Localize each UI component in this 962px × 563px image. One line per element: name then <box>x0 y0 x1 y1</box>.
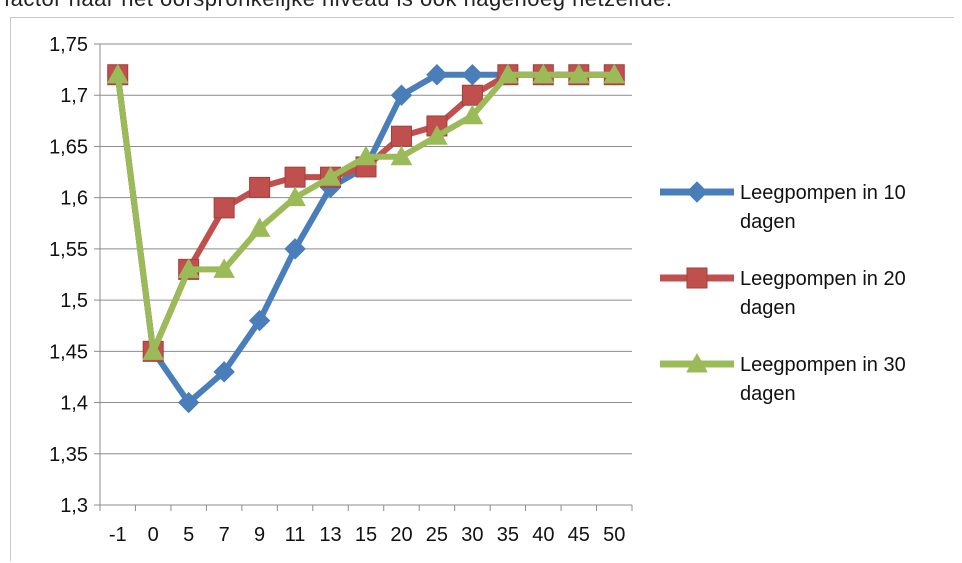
y-tick-label: 1,4 <box>60 393 88 415</box>
intro-text: factor naar het oorspronkelijke niveau i… <box>4 0 672 12</box>
legend-label-line2: dagen <box>740 383 796 405</box>
x-tick-label: 9 <box>254 524 265 546</box>
series-3 <box>106 63 626 360</box>
data-point-diamond <box>248 309 271 332</box>
data-point-square <box>213 197 235 219</box>
y-tick-label: 1,55 <box>49 239 88 261</box>
data-point-square <box>686 267 708 289</box>
legend-item-1: Leegpompen in 10 dagen <box>660 181 906 233</box>
data-point-triangle <box>142 340 165 360</box>
series-line <box>114 71 615 406</box>
x-tick-label: 45 <box>568 524 590 546</box>
x-tick-label: 35 <box>497 524 519 546</box>
legend-label-line1: Leegpompen in 20 <box>740 268 906 290</box>
data-point-triangle <box>686 352 708 373</box>
legend-label-line2: dagen <box>740 297 796 319</box>
series-group <box>106 63 626 414</box>
x-tick-label: 30 <box>461 524 483 546</box>
legend-item-3: Leegpompen in 30 dagen <box>660 352 906 405</box>
series-line <box>114 71 615 355</box>
x-tick-label: 20 <box>390 524 412 546</box>
axes: 1,3 1,35 1,4 1,45 1,5 1,55 1,6 1,65 1,7 1,75 -1 0 5 7… <box>49 34 633 546</box>
data-point-triangle <box>532 63 555 84</box>
legend-label-line1: Leegpompen in 30 <box>740 354 906 376</box>
data-point-diamond <box>213 361 235 383</box>
data-point-triangle <box>497 63 519 84</box>
data-point-triangle <box>603 63 626 84</box>
series-line <box>114 71 615 355</box>
data-point-square <box>461 84 483 106</box>
y-tick-label: 1,5 <box>60 290 88 312</box>
data-point-square <box>249 176 271 198</box>
data-point-triangle <box>355 145 377 166</box>
legend-item-2: Leegpompen in 20 dagen <box>660 267 906 319</box>
data-point-diamond <box>426 64 448 86</box>
data-point-triangle <box>106 63 129 84</box>
data-point-diamond <box>461 64 484 86</box>
data-point-square <box>390 125 412 147</box>
legend: Leegpompen in 10 dagen Leegpompen in 20 dag… <box>660 181 906 405</box>
series-2 <box>107 64 625 362</box>
legend-label-line1: Leegpompen in 10 <box>740 182 906 204</box>
x-tick-label: 11 <box>285 524 306 546</box>
chart-frame <box>10 17 954 561</box>
y-tick-label: 1,7 <box>60 85 88 107</box>
series-1 <box>107 64 625 414</box>
data-point-triangle <box>177 258 200 278</box>
x-tick-label: 25 <box>426 524 448 546</box>
data-point-triangle <box>284 186 306 207</box>
data-point-triangle <box>248 217 271 237</box>
y-tick-label: 1,3 <box>60 495 88 517</box>
x-tick-label: 50 <box>603 524 625 546</box>
data-point-triangle <box>213 258 235 278</box>
data-point-diamond <box>390 84 413 106</box>
data-point-triangle <box>426 125 448 145</box>
data-point-diamond <box>284 238 306 260</box>
x-tick-label: 0 <box>148 524 159 546</box>
data-point-diamond <box>686 181 708 203</box>
y-tick-label: 1,45 <box>49 341 88 363</box>
data-point-triangle <box>461 104 484 125</box>
data-point-triangle <box>567 63 590 84</box>
x-tick-label: 13 <box>319 524 341 546</box>
x-tick-label: 15 <box>355 524 377 546</box>
data-point-diamond <box>177 391 200 414</box>
legend-label-line2: dagen <box>740 211 796 233</box>
x-tick-label: 5 <box>183 524 194 546</box>
x-tick-label: -1 <box>109 524 127 546</box>
data-point-square <box>284 166 306 188</box>
data-point-triangle <box>390 145 413 166</box>
x-tick-label: 40 <box>532 524 554 546</box>
y-tick-label: 1,65 <box>49 136 88 158</box>
x-tick-label: 7 <box>219 524 230 546</box>
y-tick-label: 1,75 <box>49 34 88 56</box>
y-tick-label: 1,35 <box>49 444 88 466</box>
data-point-triangle <box>319 166 342 186</box>
y-tick-label: 1,6 <box>60 188 88 210</box>
